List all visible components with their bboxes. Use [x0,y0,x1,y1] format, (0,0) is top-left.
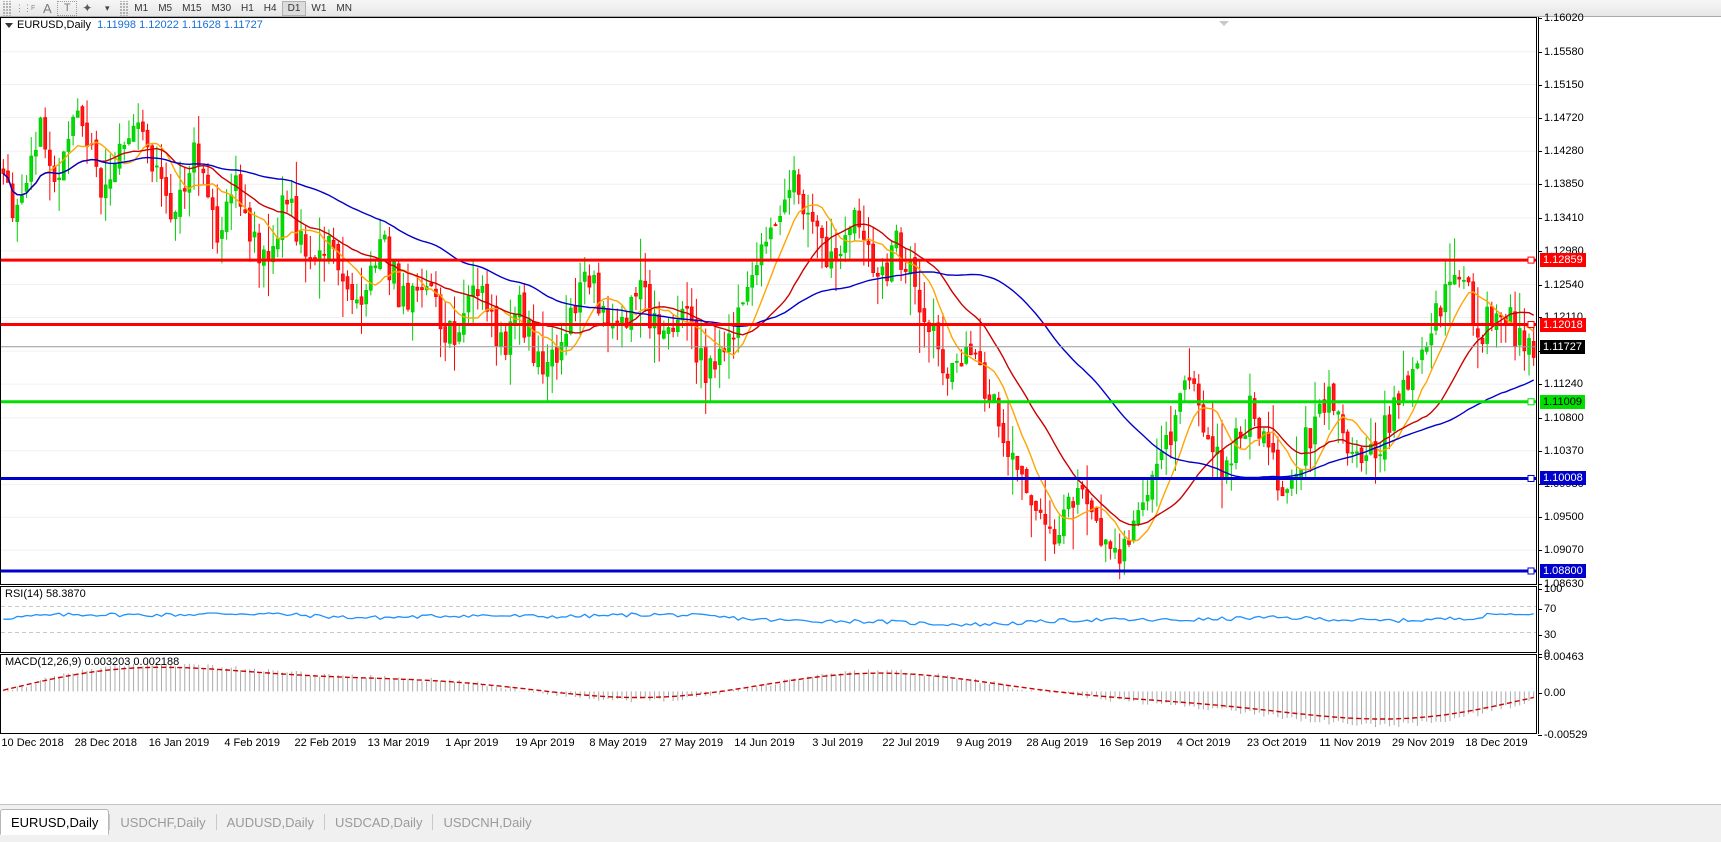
chart-tab-eurusd[interactable]: EURUSD,Daily [0,809,110,835]
date-tick: 11 Nov 2019 [1319,737,1381,749]
price-tick: 1.08630 [1538,578,1584,590]
macd-tick: 0.00463 [1538,651,1584,663]
price-tick: 1.15150 [1538,78,1584,91]
price-tick: 1.16020 [1538,12,1584,24]
price-tick: 1.10370 [1538,444,1584,457]
rsi-tick: 30 [1537,628,1557,641]
price-tick: 1.09500 [1538,511,1584,524]
timeframe-h1[interactable]: H1 [241,2,254,14]
crosshair-tool-icon[interactable]: ⋮⋮ F [15,2,35,13]
timeframe-m1[interactable]: M1 [134,2,149,14]
price-level-label[interactable]: 1.12859 [1540,253,1586,268]
date-tick: 18 Dec 2019 [1465,737,1528,749]
date-tick: 9 Aug 2019 [956,737,1012,749]
chart-tab-usdchf[interactable]: USDCHF,Daily [120,814,206,830]
timeframe-w1[interactable]: W1 [311,2,327,14]
price-level-label[interactable]: 1.10008 [1540,471,1586,486]
date-axis[interactable]: 10 Dec 2018 28 Dec 2018 16 Jan 2019 4 Feb 2… [0,735,1537,755]
price-level-label[interactable]: 1.12018 [1540,317,1586,332]
date-tick: 16 Sep 2019 [1099,737,1162,749]
price-tick: 1.13850 [1538,178,1584,191]
timeframe-m30[interactable]: M30 [211,2,231,14]
price-axis[interactable]: 1.16020 1.15580 1.15150 1.14720 1.14280 1.138… [1537,12,1721,741]
toolbar-grip-1[interactable] [2,0,11,16]
chart-tabs: EURUSD,Daily USDCHF,Daily AUDUSD,Daily USDC… [0,809,542,835]
date-tick: 22 Feb 2019 [294,737,357,749]
dropdown-arrow-icon[interactable]: ▾ [105,2,110,13]
date-tick: 28 Aug 2019 [1026,737,1089,749]
price-pane[interactable]: EURUSD,Daily 1.11998 1.12022 1.11628 1.1… [0,17,1537,585]
date-tick: 10 Dec 2018 [1,737,64,749]
date-tick: 1 Apr 2019 [445,737,499,749]
date-tick: 16 Jan 2019 [148,737,210,749]
date-tick: 3 Jul 2019 [812,737,864,749]
tab-divider [215,814,217,830]
rsi-tick: 70 [1537,602,1557,615]
price-tick: 1.10800 [1538,411,1584,424]
chart-container[interactable]: EURUSD,Daily 1.11998 1.12022 1.11628 1.1… [0,12,1721,804]
price-tick: 1.13410 [1538,211,1584,224]
date-tick: 14 Jun 2019 [734,737,795,749]
date-tick: 29 Nov 2019 [1392,737,1455,749]
date-tick: 13 Mar 2019 [367,737,430,749]
tab-divider [324,814,326,830]
date-tick: 28 Dec 2018 [74,737,137,749]
tab-divider [109,814,111,830]
chart-tab-audusd[interactable]: AUDUSD,Daily [226,814,315,830]
date-tick: 8 May 2019 [589,737,647,749]
chart-scroll-indicator[interactable] [1219,21,1229,26]
price-level-label[interactable]: 1.11009 [1540,394,1585,409]
date-tick: 23 Oct 2019 [1246,737,1307,749]
price-level-label[interactable]: 1.11727 [1540,339,1585,354]
timeframe-group: M1 M5 M15 M30 H1 H4 D1 W1 MN [129,0,357,16]
toolbar-grip-2[interactable] [119,0,129,16]
macd-tick: 0.00 [1537,687,1566,700]
timeframe-h4[interactable]: H4 [263,2,277,14]
chart-tab-usdcnh[interactable]: USDCNH,Daily [443,814,532,830]
rsi-chart-canvas[interactable] [1,587,1536,652]
text-object-icon[interactable]: A [42,0,52,16]
price-level-label[interactable]: 1.08800 [1540,563,1586,578]
macd-tick: -0.00529 [1537,729,1588,741]
date-tick: 4 Oct 2019 [1176,737,1231,749]
macd-pane[interactable]: MACD(12,26,9) 0.003203 0.002188 [0,654,1537,734]
indicators-icon[interactable]: ✦ [82,1,93,15]
chart-tab-usdcad[interactable]: USDCAD,Daily [335,814,423,830]
date-tick: 19 Apr 2019 [515,737,575,749]
macd-chart-canvas[interactable] [1,655,1536,733]
price-tick: 1.12540 [1538,278,1584,291]
price-tick: 1.09070 [1538,544,1584,557]
timeframe-mn[interactable]: MN [336,2,352,14]
timeframe-d1[interactable]: D1 [281,0,307,16]
tab-divider [432,814,434,830]
rsi-tick: 100 [1537,583,1563,595]
main-toolbar: ⋮⋮ F A T ✦ ▾ M1 M5 M15 M30 H1 H4 D1 W1 MN [0,0,1721,17]
timeframe-m5[interactable]: M5 [158,2,173,14]
price-tick: 1.14720 [1538,111,1584,124]
rsi-tick: 0 [1537,648,1551,660]
date-tick: 4 Feb 2019 [224,737,280,749]
timeframe-m15[interactable]: M15 [182,2,202,14]
price-tick: 1.15580 [1538,45,1584,58]
price-chart-canvas[interactable] [1,18,1536,584]
axis-rule [1538,17,1539,734]
text-label-icon[interactable]: T [57,0,78,16]
chart-tab-bar: EURUSD,Daily USDCHF,Daily AUDUSD,Daily USDC… [0,804,1721,842]
date-tick: 27 May 2019 [659,737,724,749]
price-tick: 1.11240 [1538,378,1583,391]
date-tick: 22 Jul 2019 [882,737,940,749]
price-tick: 1.14280 [1538,145,1584,158]
rsi-pane[interactable]: RSI(14) 58.3870 [0,586,1537,653]
